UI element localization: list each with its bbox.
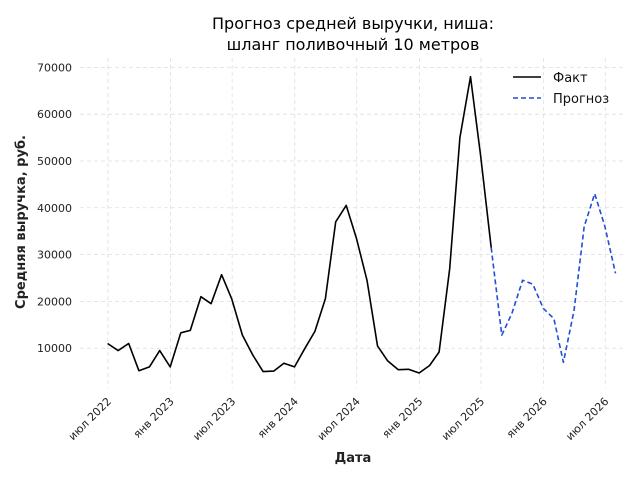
series-lines bbox=[107, 75, 617, 374]
legend-label-fact: Факт bbox=[553, 71, 588, 86]
x-tick-label: янв 2023 bbox=[131, 395, 177, 441]
x-axis-label: Дата bbox=[335, 451, 372, 466]
x-tick-label: янв 2025 bbox=[380, 395, 426, 441]
x-tick-label: июл 2022 bbox=[66, 395, 114, 443]
x-tick-label: янв 2024 bbox=[255, 395, 301, 441]
legend: Факт Прогноз bbox=[513, 71, 609, 107]
series-line-forecast bbox=[490, 192, 617, 364]
series-line-fact bbox=[107, 75, 492, 374]
x-axis-ticks: июл 2022 янв 2023 июл 2023 янв 2024 июл 2024… bbox=[66, 395, 611, 443]
chart-title-line-1: Прогноз средней выручки, ниша: bbox=[212, 14, 494, 33]
x-tick-label: июл 2025 bbox=[439, 395, 487, 443]
y-tick-label: 30000 bbox=[37, 249, 72, 262]
x-tick-label: июл 2026 bbox=[563, 395, 611, 443]
y-tick-label: 20000 bbox=[37, 295, 72, 308]
y-tick-label: 50000 bbox=[37, 155, 72, 168]
y-tick-label: 70000 bbox=[37, 61, 72, 74]
y-axis-label: Средняя выручка, руб. bbox=[14, 135, 29, 309]
legend-label-forecast: Прогноз bbox=[553, 92, 609, 107]
y-tick-label: 10000 bbox=[37, 342, 72, 355]
chart-title-line-2: шланг поливочный 10 метров bbox=[227, 35, 480, 54]
x-tick-label: янв 2026 bbox=[504, 395, 550, 441]
grid bbox=[80, 58, 624, 388]
x-tick-label: июл 2023 bbox=[190, 395, 238, 443]
x-tick-label: июл 2024 bbox=[315, 395, 363, 443]
y-axis-ticks: 10000 20000 30000 40000 50000 60000 70000 bbox=[37, 61, 72, 355]
y-tick-label: 60000 bbox=[37, 108, 72, 121]
y-tick-label: 40000 bbox=[37, 202, 72, 215]
